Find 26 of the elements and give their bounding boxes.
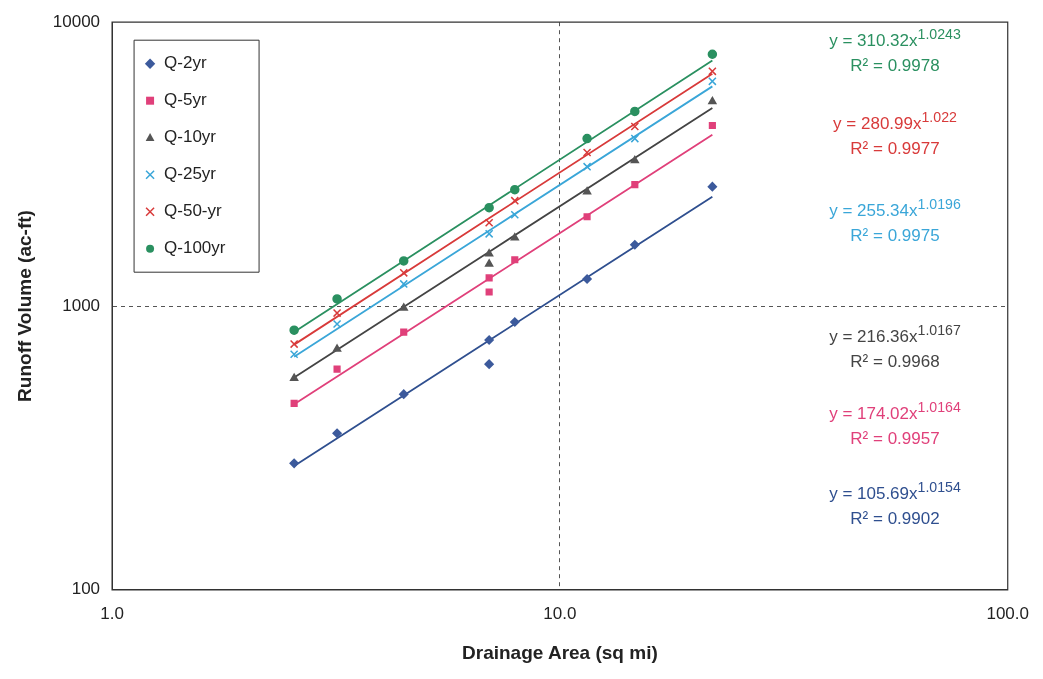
annotation: R² = 0.9975: [849, 225, 941, 247]
annotation: R² = 0.9978: [849, 55, 941, 77]
legend-label: Q-25yr: [164, 164, 217, 184]
annotation: y = 310.32x$^{1.0243}$: [828, 25, 962, 52]
x-axis-title: Drainage Area (sq mi): [462, 641, 658, 663]
legend-label: Q-10yr: [164, 127, 217, 147]
annotation: y = 105.69x$^{1.0154}$: [828, 478, 962, 505]
y-axis-title: Runoff Volume (ac-ft): [13, 210, 35, 402]
annotation: R² = 0.9977: [849, 138, 941, 160]
legend-label: Q-5yr: [164, 90, 207, 110]
legend-label: Q-100yr: [164, 238, 226, 258]
annotation: R² = 0.9902: [849, 508, 941, 530]
x-tick-label: 1.0: [100, 603, 124, 623]
annotation: R² = 0.9968: [849, 351, 941, 373]
annotation: y = 216.36x$^{1.0167}$: [828, 321, 962, 348]
x-tick-label: 100.0: [986, 603, 1029, 623]
annotation: y = 174.02x$^{1.0164}$: [828, 398, 962, 425]
annotation: y = 280.99x$^{1.022}$: [832, 108, 958, 135]
y-tick-label: 100: [71, 579, 101, 599]
legend-label: Q-50-yr: [164, 201, 223, 221]
y-tick-label: 10000: [52, 11, 101, 31]
y-tick-label: 1000: [62, 295, 101, 315]
annotation: R² = 0.9957: [849, 428, 941, 450]
legend-label: Q-2yr: [164, 53, 207, 73]
x-tick-label: 10.0: [543, 603, 577, 623]
annotation: y = 255.34x$^{1.0196}$: [828, 195, 962, 222]
